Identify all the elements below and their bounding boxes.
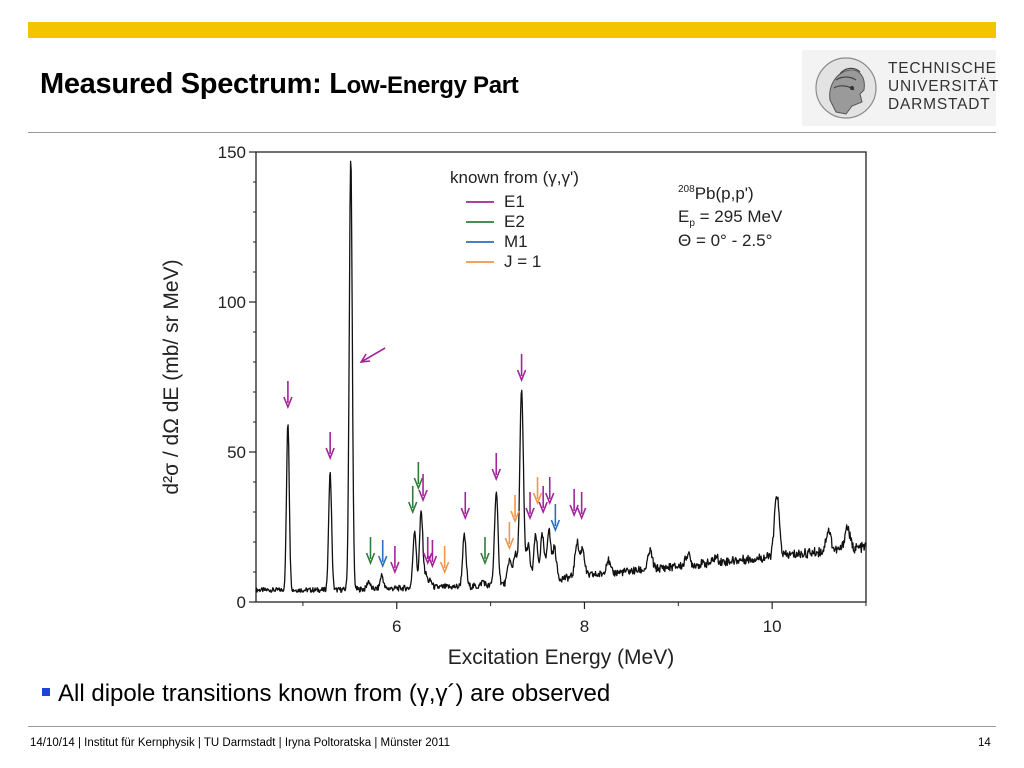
transition-arrow [510, 495, 520, 524]
bullet-square-icon [42, 687, 50, 696]
transition-arrow [283, 381, 293, 410]
transition-arrow [418, 474, 428, 503]
arrow-head [325, 447, 335, 461]
arrow-head [569, 504, 579, 518]
legend-entry: J = 1 [504, 252, 541, 271]
transition-arrow [390, 546, 400, 575]
transition-arrow [532, 477, 543, 506]
x-tick-label: 6 [392, 617, 401, 636]
transition-arrow [516, 354, 527, 383]
arrow-head [532, 492, 543, 506]
arrow-head [422, 552, 433, 566]
arrow-head [439, 561, 450, 575]
transition-arrow [365, 537, 376, 566]
y-tick-label: 150 [218, 143, 246, 162]
x-tick-label: 10 [763, 617, 782, 636]
transition-arrow [422, 537, 433, 566]
legend-entry: E1 [504, 192, 525, 211]
header-divider [28, 132, 996, 133]
arrow-head [544, 492, 555, 506]
plot-frame [255, 151, 867, 603]
logo-line: DARMSTADT [888, 96, 991, 113]
arrow-head [377, 555, 388, 569]
arrow-head [550, 519, 561, 533]
x-axis-label: Excitation Energy (MeV) [448, 646, 674, 669]
arrow-head [365, 552, 376, 566]
transition-arrow-diagonal [359, 347, 386, 363]
beam-subscript: p [689, 218, 695, 229]
arrow-head [283, 396, 293, 410]
y-tick-label: 100 [218, 293, 246, 312]
arrow-head [407, 501, 418, 515]
transition-arrow [491, 453, 501, 482]
angle-label: Θ = 0° - 2.5° [678, 231, 772, 250]
arrow-head [576, 507, 587, 521]
arrow-head [504, 537, 515, 551]
y-tick-label: 50 [227, 443, 246, 462]
legend-title: known from (γ,γ') [450, 168, 579, 187]
transition-arrow [576, 492, 587, 521]
reaction-label: 208Pb(p,p') [678, 184, 754, 203]
slide-title: Measured Spectrum: Low-Energy Part [40, 68, 519, 101]
bullet-text: All dipole transitions known from (γ,γ´)… [58, 680, 611, 707]
x-tick-label: 8 [580, 617, 589, 636]
mass-number: 208 [678, 184, 695, 195]
transition-arrow [377, 540, 388, 569]
transition-arrow [550, 504, 561, 533]
arrow-head [427, 555, 438, 569]
legend-entry: M1 [504, 232, 528, 251]
transition-arrow [504, 522, 515, 551]
university-logo: TECHNISCHE UNIVERSITÄT DARMSTADT [802, 50, 999, 126]
footer-text: 14/10/14 | Institut für Kernphysik | TU … [30, 737, 450, 749]
reaction-text: Pb(p,p') [695, 184, 754, 203]
slide-title-part2: ow-Energy Part [346, 72, 519, 99]
transition-arrow [439, 546, 450, 575]
beam-energy-symbol: E [678, 207, 689, 226]
slide-title-part1: Measured Spectrum: L [40, 68, 347, 100]
transition-arrow [460, 492, 471, 521]
arrow-head [418, 489, 428, 503]
transition-arrow [480, 537, 490, 566]
transition-arrow [325, 432, 335, 461]
arrow-head [538, 501, 548, 515]
transition-arrow [427, 540, 438, 569]
transition-arrow [544, 477, 555, 506]
arrow-head [480, 552, 490, 566]
top-accent-bar [28, 22, 996, 38]
logo-wordmark: TECHNISCHE UNIVERSITÄT DARMSTADT [888, 60, 999, 114]
transition-arrow [525, 492, 535, 521]
y-axis-label: d²σ / dΩ dE (mb/ sr MeV) [160, 259, 183, 494]
arrow-head [510, 510, 520, 524]
arrow-head [359, 353, 371, 363]
footer-divider [28, 726, 996, 727]
page-number: 14 [978, 737, 991, 749]
beam-energy-label: Ep = 295 MeV [678, 207, 783, 229]
legend-entry: E2 [504, 212, 525, 231]
arrow-head [390, 561, 400, 575]
arrow-head [460, 507, 471, 521]
arrow-head [491, 468, 501, 482]
spectrum-line [255, 160, 867, 594]
transition-arrow [407, 486, 418, 515]
arrow-head [516, 369, 527, 383]
arrow-shaft [360, 347, 386, 363]
arrow-head [525, 507, 535, 521]
arrow-head [413, 477, 424, 491]
logo-line: UNIVERSITÄT [888, 78, 1000, 95]
spectrum-chart: 0 50 100 150 6 8 10 Excitation Energy (MeV) d²σ … [160, 143, 867, 669]
athena-head-icon [815, 57, 877, 119]
transition-arrow [569, 489, 579, 518]
beam-value: = 295 MeV [695, 207, 783, 226]
bullet-point: All dipole transitions known from (γ,γ´)… [42, 680, 610, 708]
transition-arrow [538, 486, 548, 515]
logo-line: TECHNISCHE [888, 60, 997, 77]
y-tick-label: 0 [237, 593, 246, 612]
transition-arrow [413, 462, 424, 491]
